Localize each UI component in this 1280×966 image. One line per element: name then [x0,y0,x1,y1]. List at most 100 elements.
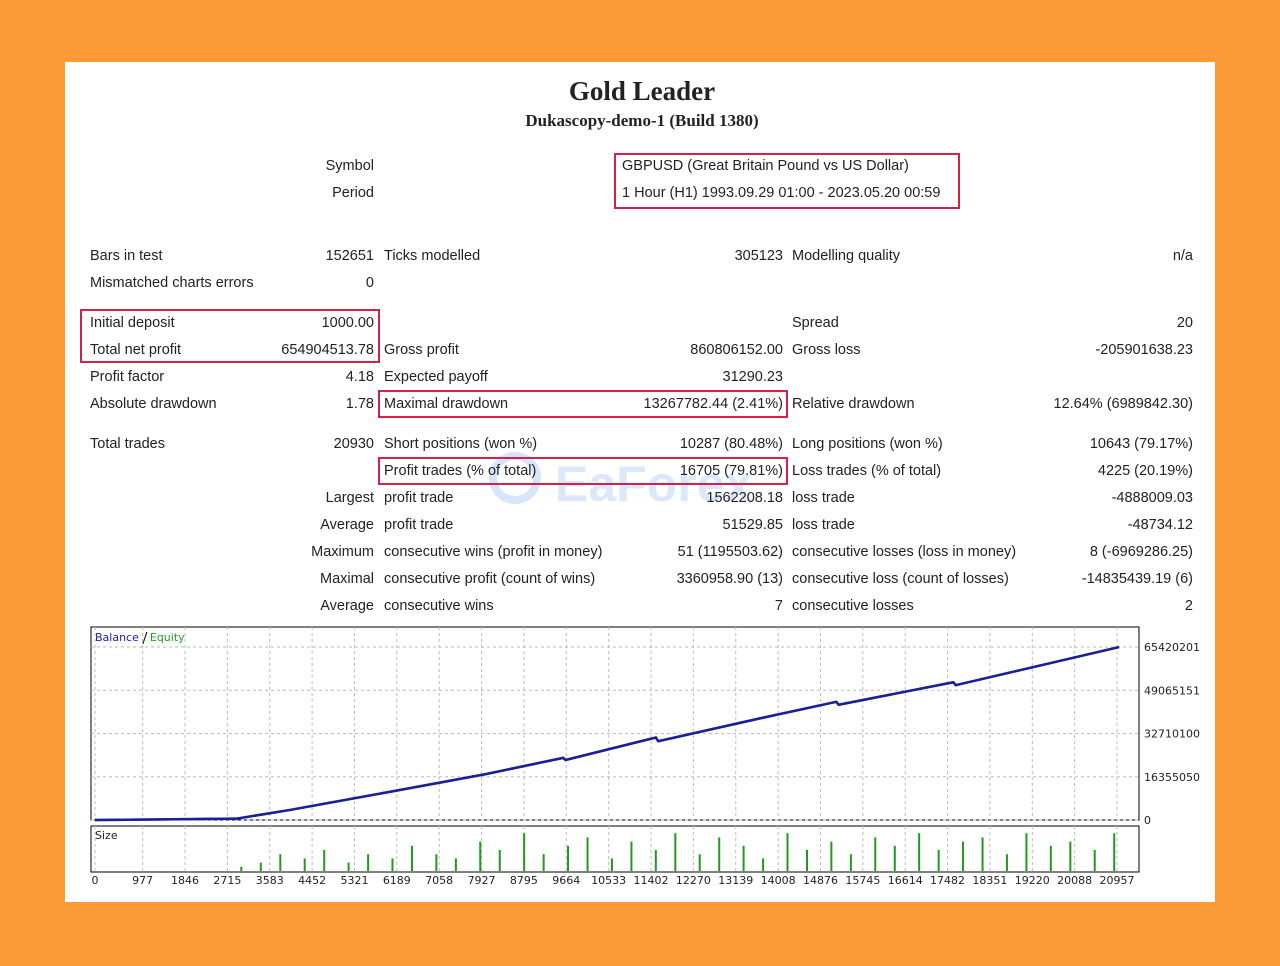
x-tick-label: 12270 [676,874,711,887]
size-bar [367,854,370,871]
field-value: 10287 (80.48%) [680,436,783,452]
x-tick-label: 6189 [383,874,411,887]
field-label: Profit trades (% of total) [384,463,536,479]
subtitle: Dukascopy-demo-1 (Build 1380) [525,111,758,130]
highlight-box [80,309,380,363]
size-bar [279,854,282,871]
legend-entry: Balance [95,631,139,644]
x-tick-label: 5321 [340,874,368,887]
x-tick-label: 9664 [552,874,580,887]
x-tick-label: 4452 [298,874,326,887]
x-tick-label: 11402 [634,874,669,887]
size-bar [435,854,438,871]
size-bar [523,833,526,871]
field-value: Average [320,517,374,533]
field-value: -205901638.23 [1095,342,1193,358]
field-label: Period [332,185,374,201]
size-bar [874,837,877,871]
size-bar [454,858,457,871]
size-bar [718,837,721,871]
field-label: loss trade [792,517,855,533]
field-value: Maximal [320,571,374,587]
size-bar [786,833,789,871]
field-value: 20930 [334,436,374,452]
x-tick-label: 15745 [845,874,880,887]
size-bar [498,850,501,871]
x-tick-label: 20957 [1100,874,1135,887]
field-value: Maximum [311,544,374,560]
size-bar [893,845,896,871]
field-label: profit trade [384,490,453,506]
field-label: Maximal drawdown [384,396,508,412]
field-label: Initial deposit [90,315,175,331]
highlight-box [378,390,788,418]
x-tick-label: 13139 [718,874,753,887]
field-value: 1 Hour (H1) 1993.09.29 01:00 - 2023.05.2… [622,185,940,201]
field-label: consecutive wins [384,598,494,614]
field-value: 1000.00 [322,315,374,331]
field-label: Bars in test [90,248,163,264]
x-tick-label: 2715 [213,874,241,887]
y-tick-label: 32710100 [1144,728,1200,741]
field-value: 2 [1185,598,1193,614]
x-tick-label: 19220 [1015,874,1050,887]
size-bar [259,862,262,871]
x-tick-label: 7927 [468,874,496,887]
field-label: Relative drawdown [792,396,915,412]
x-tick-label: 3583 [256,874,284,887]
x-tick-label: 14008 [761,874,796,887]
field-label: consecutive wins (profit in money) [384,544,602,560]
field-value: -48734.12 [1128,517,1193,533]
field-value: -4888009.03 [1112,490,1193,506]
field-label: Total net profit [90,342,181,358]
x-tick-label: 0 [91,874,98,887]
field-label: consecutive loss (count of losses) [792,571,1009,587]
size-bar [630,841,633,871]
report-panel [65,62,1215,902]
x-tick-label: 10533 [591,874,626,887]
size-bar [830,841,833,871]
field-value: 12.64% (6989842.30) [1054,396,1193,412]
field-label: Symbol [326,158,374,174]
size-bar [542,854,545,871]
field-value: Average [320,598,374,614]
highlights [80,153,960,485]
x-tick-label: 16614 [888,874,923,887]
size-bar [762,858,765,871]
field-value: 0 [366,275,374,291]
field-value: 51 (1195503.62) [678,544,783,560]
field-value: 1.78 [346,396,374,412]
y-tick-label: 0 [1144,814,1151,827]
field-value: 654904513.78 [281,342,374,358]
field-value: 152651 [326,248,374,264]
field-label: consecutive profit (count of wins) [384,571,595,587]
field-value: 51529.85 [723,517,783,533]
x-tick-label: 7058 [425,874,453,887]
size-bar [937,850,940,871]
size-bar [347,862,350,871]
field-value: 8 (-6969286.25) [1090,544,1193,560]
x-tick-label: 977 [132,874,153,887]
size-bar [240,866,243,871]
title: Gold Leader [569,76,715,106]
field-label: Ticks modelled [384,248,480,264]
field-value: 1562208.18 [706,490,783,506]
field-value: 31290.23 [723,369,783,385]
field-label: Long positions (won %) [792,436,943,452]
size-bar [918,833,921,871]
field-label: Spread [792,315,839,331]
field-value: 20 [1177,315,1193,331]
field-value: 3360958.90 (13) [677,571,783,587]
field-value: -14835439.19 (6) [1082,571,1193,587]
size-bar [586,837,589,871]
field-value: Largest [326,490,374,506]
field-label: loss trade [792,490,855,506]
field-value: 860806152.00 [690,342,783,358]
size-bar [962,841,965,871]
x-tick-label: 17482 [930,874,965,887]
size-bar [981,837,984,871]
field-value: 305123 [735,248,783,264]
field-label: consecutive losses (loss in money) [792,544,1016,560]
size-bar [303,858,306,871]
field-label: Modelling quality [792,248,901,264]
